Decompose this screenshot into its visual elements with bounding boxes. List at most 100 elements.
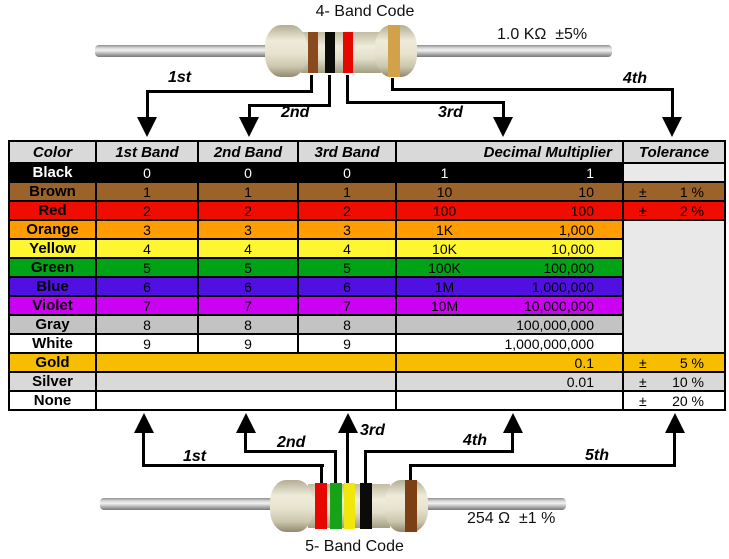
band2-digit-cell: 8: [199, 316, 297, 333]
multiplier-cell: [397, 392, 622, 409]
multiplier-shorthand: 10: [436, 183, 453, 200]
multiplier-value: 1,000,000,000: [504, 335, 594, 352]
arrow-head-2nd-bottom: [236, 413, 256, 433]
multiplier-cell: 100,000,000: [397, 316, 622, 333]
resistor-cap-left: [270, 480, 313, 532]
multiplier-value: 0.1: [574, 354, 594, 371]
multiplier-shorthand: 1: [440, 164, 449, 181]
band-5-brown: [405, 480, 417, 532]
band1-digit-cell: 7: [97, 297, 197, 314]
band-4-gold: [388, 25, 400, 77]
color-name-cell: Silver: [10, 373, 95, 390]
band1-digit-cell: 5: [97, 259, 197, 276]
arrow-line: [346, 432, 349, 484]
band1-digit-cell: 9: [97, 335, 197, 352]
header-color: Color: [10, 142, 95, 162]
color-name-cell: Black: [10, 164, 95, 181]
bands-merged-cell: [97, 392, 395, 409]
arrow-line: [320, 464, 323, 484]
multiplier-shorthand: 10M: [430, 297, 459, 314]
band-3-yellow: [344, 483, 355, 529]
band2-digit-cell: 1: [199, 183, 297, 200]
label-3rd-top: 3rd: [438, 104, 463, 121]
tolerance-sign: ±: [639, 373, 647, 390]
multiplier-value: 1: [586, 164, 594, 181]
color-name-cell: White: [10, 335, 95, 352]
band-4-black: [360, 483, 372, 529]
five-band-resistor: [270, 480, 428, 532]
multiplier-cell: 0.1: [397, 354, 622, 371]
band-2-green: [330, 483, 342, 529]
color-name-cell: Gold: [10, 354, 95, 371]
arrow-line: [334, 450, 337, 484]
multiplier-cell: 10 10: [397, 183, 622, 200]
color-name-cell: Orange: [10, 221, 95, 238]
band3-digit-cell: 2: [299, 202, 395, 219]
tolerance-value: 1 %: [679, 183, 704, 200]
band3-digit-cell: 9: [299, 335, 395, 352]
band3-digit-cell: 5: [299, 259, 395, 276]
band-2-black: [325, 32, 335, 73]
band3-digit-cell: 0: [299, 164, 395, 181]
arrow-line: [248, 104, 331, 107]
arrow-head-1st-bottom: [134, 413, 154, 433]
label-5th-bottom: 5th: [585, 447, 609, 464]
band1-digit-cell: 8: [97, 316, 197, 333]
label-1st-top: 1st: [168, 69, 192, 86]
color-name-cell: Gray: [10, 316, 95, 333]
multiplier-value: 100,000,000: [516, 316, 594, 333]
arrow-head-3rd-bottom: [338, 413, 358, 433]
color-name-cell: Yellow: [10, 240, 95, 257]
tolerance-sign: ±: [639, 183, 647, 200]
arrow-line: [364, 450, 367, 483]
arrow-head-3rd: [493, 117, 513, 137]
arrow-line: [364, 450, 514, 453]
label-4th-bottom: 4th: [463, 432, 487, 449]
multiplier-shorthand: 1M: [434, 278, 455, 295]
tolerance-sign: ±: [639, 354, 647, 371]
color-name-cell: Brown: [10, 183, 95, 200]
multiplier-cell: 1M 1,000,000: [397, 278, 622, 295]
four-band-title: 4- Band Code: [315, 3, 415, 20]
band3-digit-cell: 8: [299, 316, 395, 333]
band1-digit-cell: 0: [97, 164, 197, 181]
arrow-line: [310, 75, 313, 93]
four-band-resistor: [265, 25, 417, 77]
band1-digit-cell: 3: [97, 221, 197, 238]
arrow-line: [391, 88, 674, 91]
multiplier-value: 10: [578, 183, 594, 200]
multiplier-shorthand: 1K: [435, 221, 454, 238]
band-1-red: [315, 483, 327, 529]
band1-digit-cell: 1: [97, 183, 197, 200]
label-1st-bottom: 1st: [183, 448, 207, 465]
band1-digit-cell: 4: [97, 240, 197, 257]
multiplier-value: 0.01: [566, 373, 594, 390]
multiplier-shorthand: 10K: [432, 240, 457, 257]
arrow-line: [346, 75, 349, 104]
band-1-brown: [308, 32, 318, 73]
tolerance-empty-cell: [624, 221, 724, 352]
tolerance-cell: ±2 %: [624, 202, 724, 219]
arrow-line: [328, 75, 331, 107]
multiplier-value: 100,000: [543, 259, 594, 276]
multiplier-cell: 100 100: [397, 202, 622, 219]
five-band-value: 254 Ω ±1 %: [467, 510, 556, 527]
multiplier-cell: 1K 1,000: [397, 221, 622, 238]
arrow-head-4th: [662, 117, 682, 137]
arrow-line: [146, 90, 313, 93]
band3-digit-cell: 7: [299, 297, 395, 314]
arrow-line: [409, 464, 412, 481]
arrow-head-4th-bottom: [503, 413, 523, 433]
arrow-line: [409, 464, 676, 467]
arrow-line: [248, 104, 251, 119]
multiplier-value: 100: [570, 202, 594, 219]
tolerance-value: 2 %: [679, 202, 704, 219]
arrow-line: [671, 88, 674, 119]
multiplier-cell: 100K 100,000: [397, 259, 622, 276]
band2-digit-cell: 3: [199, 221, 297, 238]
tolerance-value: 20 %: [672, 392, 704, 409]
tolerance-cell: ±5 %: [624, 354, 724, 371]
tolerance-cell: ±10 %: [624, 373, 724, 390]
